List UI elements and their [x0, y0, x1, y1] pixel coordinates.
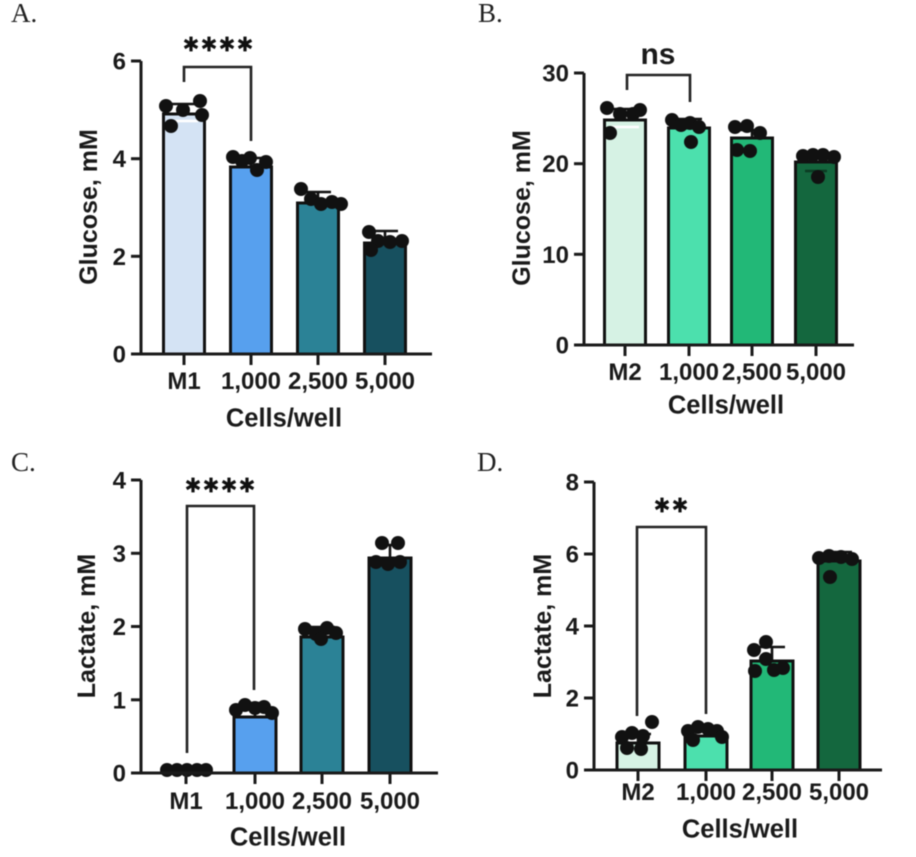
- svg-text:0: 0: [566, 758, 579, 785]
- svg-text:Glucose, mM: Glucose, mM: [75, 129, 103, 285]
- svg-text:2: 2: [113, 244, 126, 271]
- svg-text:10: 10: [542, 242, 569, 269]
- svg-text:5,000: 5,000: [355, 368, 415, 395]
- svg-text:Cells/well: Cells/well: [230, 824, 346, 852]
- svg-text:5,000: 5,000: [360, 788, 420, 815]
- svg-text:6: 6: [113, 49, 126, 76]
- svg-text:M1: M1: [169, 788, 202, 815]
- svg-text:0: 0: [113, 761, 126, 788]
- svg-text:3: 3: [113, 541, 126, 568]
- svg-text:1,000: 1,000: [221, 368, 281, 395]
- svg-text:Cells/well: Cells/well: [226, 405, 342, 433]
- svg-text:Lactate, mM: Lactate, mM: [529, 554, 557, 698]
- svg-text:Cells/well: Cells/well: [668, 392, 784, 420]
- svg-text:Cells/well: Cells/well: [682, 816, 798, 844]
- svg-text:1,000: 1,000: [225, 788, 285, 815]
- svg-text:2,500: 2,500: [742, 779, 802, 806]
- svg-text:1: 1: [113, 687, 126, 714]
- svg-text:2,500: 2,500: [288, 368, 348, 395]
- svg-text:4: 4: [566, 614, 580, 641]
- svg-text:4: 4: [113, 146, 127, 173]
- svg-text:1,000: 1,000: [659, 359, 719, 386]
- svg-text:30: 30: [542, 61, 569, 88]
- svg-text:0: 0: [113, 342, 126, 369]
- svg-text:C.: C.: [11, 447, 36, 477]
- svg-text:2: 2: [113, 614, 126, 641]
- svg-text:2: 2: [566, 686, 579, 713]
- svg-text:M2: M2: [608, 359, 641, 386]
- svg-text:1,000: 1,000: [676, 779, 736, 806]
- svg-text:8: 8: [566, 470, 579, 497]
- svg-text:5,000: 5,000: [786, 359, 846, 386]
- svg-text:Lactate, mM: Lactate, mM: [73, 554, 101, 698]
- svg-text:20: 20: [542, 151, 569, 178]
- svg-text:0: 0: [556, 333, 569, 360]
- svg-text:D.: D.: [477, 447, 503, 477]
- svg-text:Glucose, mM: Glucose, mM: [508, 130, 536, 286]
- svg-text:6: 6: [566, 542, 579, 569]
- svg-text:M2: M2: [621, 779, 654, 806]
- svg-text:2,500: 2,500: [722, 359, 782, 386]
- svg-text:B.: B.: [478, 0, 503, 28]
- svg-text:2,500: 2,500: [292, 788, 352, 815]
- svg-text:4: 4: [113, 468, 127, 495]
- svg-text:M1: M1: [167, 368, 200, 395]
- svg-text:5,000: 5,000: [809, 779, 869, 806]
- svg-text:A.: A.: [11, 0, 37, 28]
- svg-text:ns: ns: [640, 38, 675, 71]
